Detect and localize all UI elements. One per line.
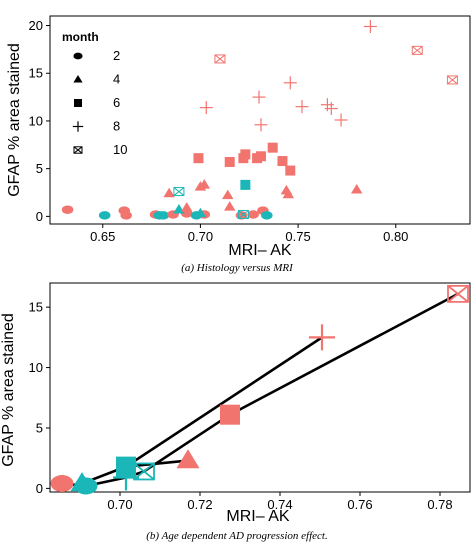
x-tick-label: 0.72 (187, 497, 212, 512)
y-tick-label: 10 (29, 113, 43, 128)
x-tick-label: 0.76 (347, 497, 372, 512)
legend-label: 4 (113, 72, 120, 87)
y-tick-label: 5 (36, 161, 43, 176)
data-point-plus (324, 102, 338, 116)
data-point-plus (320, 98, 334, 112)
panel-b-progression: 0.70 0.72 0.74 0.76 0.78 0 5 10 15 MRI– AK GFAP … (0, 282, 471, 542)
y-tick-label: 5 (36, 420, 43, 435)
panel-b-x-axis-label: MRI– AK (226, 508, 289, 525)
data-point-square (224, 156, 235, 167)
data-point-triangle (163, 187, 175, 198)
y-tick-label: 0 (36, 209, 43, 224)
panel-a-legend: month 2 4 6 8 10 (62, 30, 127, 157)
x-tick-label: 0.75 (285, 229, 310, 244)
y-tick-label: 0 (36, 481, 43, 496)
x-tick-label: 0.70 (107, 497, 132, 512)
data-point-triangle (180, 202, 193, 212)
data-point-plus (199, 101, 213, 115)
legend-marker-plus (72, 121, 84, 132)
series-point-boxx (133, 462, 155, 481)
panel-a-caption: (a) Histology versus MRI (181, 262, 294, 274)
legend-label: 10 (113, 142, 127, 157)
data-point-boxx (173, 187, 185, 197)
trend-line (143, 413, 231, 473)
series-point-boxx (447, 284, 469, 303)
data-point-circle (261, 211, 273, 220)
series-point-triangle (176, 449, 200, 469)
data-point-triangle (222, 189, 234, 200)
data-point-square (240, 149, 251, 160)
data-point-plus (334, 113, 348, 127)
x-tick-label: 0.74 (267, 497, 292, 512)
y-tick-label: 10 (29, 360, 43, 375)
data-point-square (255, 151, 266, 162)
panel-a-points (61, 19, 458, 220)
panel-b-ticks: 0.70 0.72 0.74 0.76 0.78 0 5 10 15 (29, 300, 453, 512)
x-tick-label: 0.80 (383, 229, 408, 244)
trend-line (229, 292, 459, 416)
series-point-triangle (70, 472, 94, 492)
panel-b-caption: (b) Age dependent AD progression effect. (146, 530, 327, 542)
data-point-boxx (214, 54, 226, 64)
data-point-square (193, 153, 204, 164)
data-point-circle (247, 210, 259, 219)
data-point-circle (98, 211, 111, 220)
data-point-triangle (194, 207, 207, 218)
legend-marker-triangle (73, 74, 83, 83)
legend-marker-boxx (73, 146, 83, 154)
data-point-triangle (223, 201, 236, 211)
panel-b-frame (49, 282, 471, 493)
data-point-boxx (446, 75, 458, 85)
data-point-triangle (350, 183, 363, 194)
data-point-plus (295, 100, 309, 114)
data-point-boxx (237, 209, 249, 219)
panel-a-y-axis-label: GFAP % area stained (6, 43, 23, 197)
y-tick-label: 15 (29, 300, 43, 315)
legend-label: 8 (113, 119, 120, 134)
data-point-triangle (282, 188, 295, 199)
x-tick-label: 0.65 (90, 229, 115, 244)
y-tick-label: 20 (29, 18, 43, 33)
panel-b-y-axis-label: GFAP % area stained (0, 313, 17, 467)
data-point-circle (61, 205, 74, 214)
data-point-plus (252, 90, 266, 104)
legend-title: month (62, 30, 99, 44)
data-point-plus (283, 76, 297, 90)
data-point-plus (254, 118, 268, 132)
data-point-square (277, 156, 288, 167)
legend-marker-square (74, 99, 82, 107)
legend-label: 6 (113, 95, 120, 110)
y-tick-label: 15 (29, 66, 43, 81)
data-point-circle (120, 211, 132, 220)
legend-marker-circle (73, 52, 83, 60)
data-point-circle (157, 211, 170, 220)
data-point-plus (363, 19, 377, 33)
x-tick-label: 0.70 (188, 229, 213, 244)
x-tick-label: 0.78 (427, 497, 452, 512)
data-point-triangle (198, 179, 211, 189)
legend-label: 2 (113, 48, 120, 63)
series-point-plus (309, 324, 335, 351)
data-point-boxx (411, 45, 423, 55)
series-point-circle (50, 475, 74, 493)
data-point-square (285, 165, 296, 176)
data-point-square (267, 142, 278, 153)
data-point-square (240, 179, 251, 190)
panel-a-histology-vs-mri: 0.65 0.70 0.75 0.80 0 5 10 15 20 MRI– AK GFAP % … (6, 15, 471, 274)
trend-line (125, 336, 323, 468)
panel-a-x-axis-label: MRI– AK (228, 242, 291, 259)
panel-b-points (50, 284, 469, 495)
panel-a-ticks: 0.65 0.70 0.75 0.80 0 5 10 15 20 (29, 18, 409, 244)
series-point-square (220, 404, 240, 425)
panel-a-frame (49, 15, 471, 225)
